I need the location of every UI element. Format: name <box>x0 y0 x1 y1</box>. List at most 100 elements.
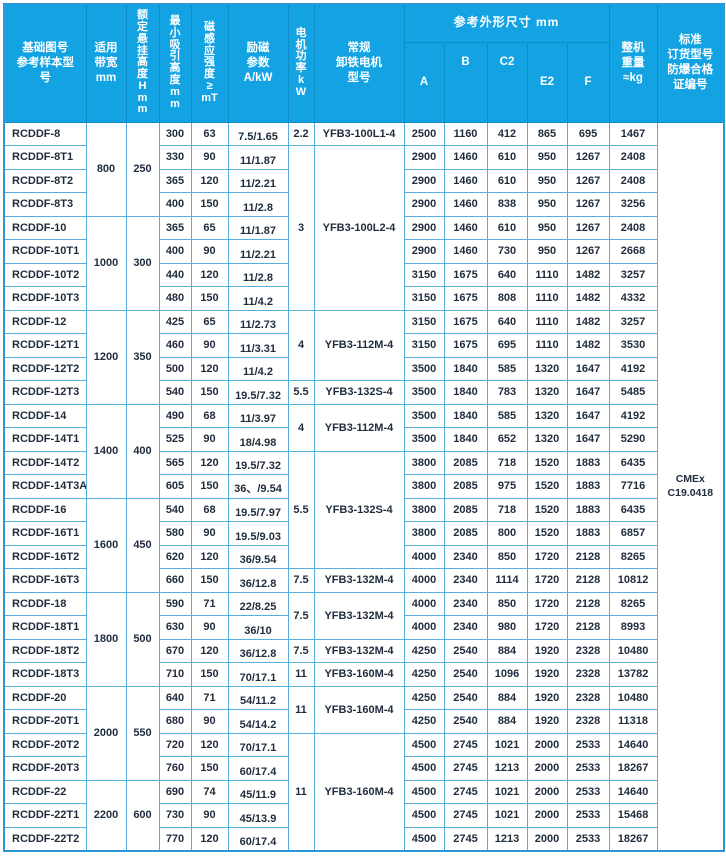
cell-excitation: 11/3.97 <box>227 403 289 428</box>
cell-weight: 15468 <box>608 803 658 828</box>
cell-dim-f: 2328 <box>566 709 610 734</box>
cell-model: RCDDF-16T2 <box>3 544 87 569</box>
cell-weight: 1467 <box>608 121 658 146</box>
cell-model: RCDDF-20T1 <box>3 709 87 734</box>
cell-magnetic-flux: 65 <box>190 309 229 334</box>
cell-dim-c2: 652 <box>486 427 528 452</box>
cell-weight: 2668 <box>608 239 658 264</box>
cell-dim-e2: 1520 <box>526 497 568 522</box>
cell-model: RCDDF-22T1 <box>3 803 87 828</box>
cell-min-attract-height: 730 <box>158 803 192 828</box>
cell-certificate: CMEx C19.0418 <box>656 121 725 851</box>
cell-dim-a: 3500 <box>403 356 445 381</box>
header-dimensions-group: 参考外形尺寸 mm <box>403 3 610 43</box>
cell-magnetic-flux: 120 <box>190 450 229 475</box>
cell-dim-b: 2540 <box>443 709 488 734</box>
cell-excitation: 7.5/1.65 <box>227 121 289 146</box>
cell-weight: 2408 <box>608 215 658 240</box>
cell-magnetic-flux: 90 <box>190 521 229 546</box>
cell-dim-c2: 1213 <box>486 826 528 851</box>
cell-magnetic-flux: 71 <box>190 685 229 710</box>
cell-dim-c2: 610 <box>486 145 528 170</box>
cell-bandwidth: 1400 <box>85 403 127 499</box>
cell-dim-f: 1883 <box>566 497 610 522</box>
cell-dim-f: 1883 <box>566 521 610 546</box>
cell-dim-e2: 2000 <box>526 803 568 828</box>
header-row-2: A B C2 E2 F <box>4 41 724 123</box>
cell-dim-c2: 800 <box>486 521 528 546</box>
cell-excitation: 19.5/7.32 <box>227 380 289 405</box>
table-row: RCDDF-20T3 760 150 60/17.4 4500 2745 1213 2000 2… <box>3 756 724 781</box>
header-dim-a: A <box>403 41 445 123</box>
cell-dim-f: 2533 <box>566 756 610 781</box>
cell-dim-e2: 1920 <box>526 709 568 734</box>
cell-excitation: 11/4.2 <box>227 286 289 311</box>
cell-dim-e2: 950 <box>526 215 568 240</box>
cell-motor-power: 4 <box>287 403 315 452</box>
cell-motor-model: YFB3-112M-4 <box>313 403 405 452</box>
cell-min-attract-height: 400 <box>158 239 192 264</box>
cell-excitation: 36/9.54 <box>227 544 289 569</box>
cell-excitation: 36/10 <box>227 615 289 640</box>
cell-min-attract-height: 540 <box>158 380 192 405</box>
cell-motor-power: 5.5 <box>287 380 315 405</box>
table-row: RCDDF-16T3 660 150 36/12.8 7.5 YFB3-132M-4 400… <box>3 568 724 593</box>
cell-dim-a: 4250 <box>403 638 445 663</box>
header-rated-height: 额 定 悬 挂 高 度 H m m <box>125 3 160 123</box>
cell-dim-b: 1160 <box>443 121 488 146</box>
cell-motor-power: 11 <box>287 732 315 851</box>
cell-dim-e2: 950 <box>526 145 568 170</box>
cell-weight: 14640 <box>608 732 658 757</box>
cell-dim-f: 1482 <box>566 333 610 358</box>
cell-model: RCDDF-12 <box>3 309 87 334</box>
cell-magnetic-flux: 150 <box>190 380 229 405</box>
cell-magnetic-flux: 74 <box>190 779 229 804</box>
cell-model: RCDDF-20 <box>3 685 87 710</box>
cell-dim-f: 2328 <box>566 662 610 687</box>
cell-dim-e2: 1520 <box>526 450 568 475</box>
cell-dim-a: 4000 <box>403 568 445 593</box>
cell-min-attract-height: 460 <box>158 333 192 358</box>
cell-weight: 5290 <box>608 427 658 452</box>
cell-min-attract-height: 640 <box>158 685 192 710</box>
cell-dim-e2: 1920 <box>526 638 568 663</box>
cell-model: RCDDF-10T3 <box>3 286 87 311</box>
cell-motor-model: YFB3-112M-4 <box>313 309 405 381</box>
cell-magnetic-flux: 71 <box>190 591 229 616</box>
cell-weight: 8265 <box>608 591 658 616</box>
cell-dim-e2: 2000 <box>526 756 568 781</box>
cell-dim-f: 2533 <box>566 826 610 851</box>
cell-model: RCDDF-14T1 <box>3 427 87 452</box>
table-row: RCDDF-12 1200 350 425 65 11/2.73 4 YFB3-112M-4 3… <box>3 309 724 405</box>
cell-magnetic-flux: 120 <box>190 356 229 381</box>
cell-dim-f: 2328 <box>566 638 610 663</box>
cell-dim-b: 2085 <box>443 521 488 546</box>
cell-dim-b: 1840 <box>443 403 488 428</box>
cell-dim-f: 1647 <box>566 427 610 452</box>
cell-weight: 4192 <box>608 403 658 428</box>
cell-weight: 7716 <box>608 474 658 499</box>
cell-excitation: 11/2.21 <box>227 168 289 193</box>
cell-dim-c2: 975 <box>486 474 528 499</box>
cell-dim-b: 2085 <box>443 450 488 475</box>
cell-motor-power: 7.5 <box>287 591 315 640</box>
cell-rated-height: 250 <box>125 121 160 217</box>
cell-dim-c2: 718 <box>486 497 528 522</box>
cell-dim-e2: 1720 <box>526 544 568 569</box>
cell-min-attract-height: 660 <box>158 568 192 593</box>
cell-weight: 10480 <box>608 638 658 663</box>
cell-excitation: 11/2.8 <box>227 262 289 287</box>
table-row: RCDDF-10T2 440 120 11/2.8 3150 1675 640 1110 148… <box>3 262 724 287</box>
cell-dim-e2: 1920 <box>526 662 568 687</box>
cell-dim-e2: 1110 <box>526 262 568 287</box>
cell-dim-e2: 1720 <box>526 568 568 593</box>
cell-motor-model: YFB3-160M-4 <box>313 662 405 687</box>
cell-excitation: 54/11.2 <box>227 685 289 710</box>
cell-magnetic-flux: 150 <box>190 756 229 781</box>
cell-magnetic-flux: 150 <box>190 474 229 499</box>
cell-min-attract-height: 720 <box>158 732 192 757</box>
cell-dim-a: 3150 <box>403 333 445 358</box>
cell-weight: 2408 <box>608 168 658 193</box>
cell-motor-model: YFB3-160M-4 <box>313 732 405 851</box>
table-row: RCDDF-10T3 480 150 11/4.2 3150 1675 808 1110 148… <box>3 286 724 311</box>
